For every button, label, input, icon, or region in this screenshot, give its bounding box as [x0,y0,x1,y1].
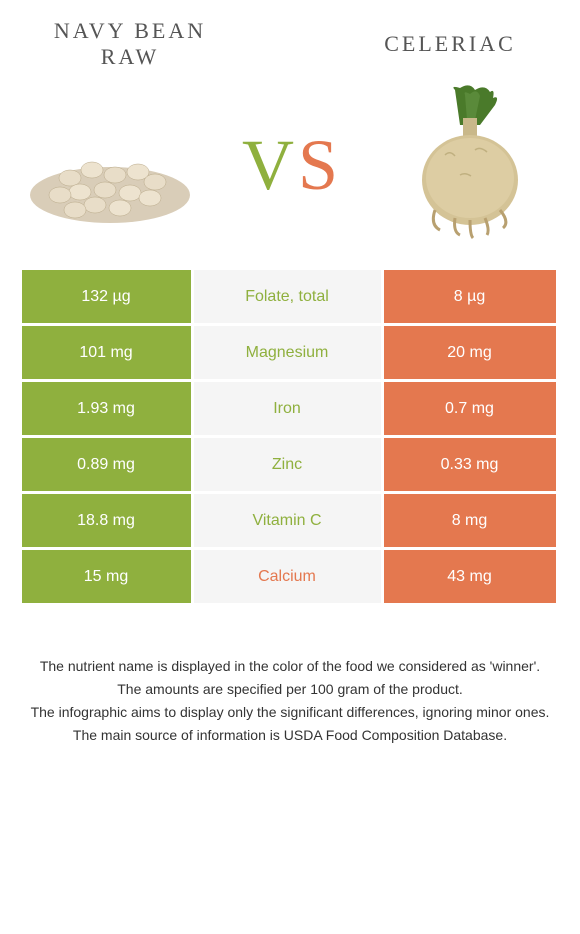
right-value: 8 µg [384,270,556,323]
left-title-line2: RAW [30,44,230,70]
left-title-line1: NAVY BEAN [30,18,230,44]
table-row: 18.8 mgVitamin C8 mg [22,494,559,550]
table-row: 15 mgCalcium43 mg [22,550,559,606]
nutrient-label: Iron [194,382,384,435]
left-food-image [20,90,200,240]
header: NAVY BEAN RAW CELERIAC [0,0,580,80]
left-value: 101 mg [22,326,194,379]
footer-notes: The nutrient name is displayed in the co… [0,606,580,746]
right-value: 0.33 mg [384,438,556,491]
left-food-title: NAVY BEAN RAW [30,18,230,70]
right-value: 0.7 mg [384,382,556,435]
footer-line: The main source of information is USDA F… [18,725,562,746]
nutrient-table: 132 µgFolate, total8 µg101 mgMagnesium20… [22,270,559,606]
table-row: 0.89 mgZinc0.33 mg [22,438,559,494]
nutrient-label: Vitamin C [194,494,384,547]
left-value: 132 µg [22,270,194,323]
right-value: 43 mg [384,550,556,603]
right-value: 8 mg [384,494,556,547]
right-food-title: CELERIAC [350,31,550,57]
vs-label: VS [242,124,338,207]
nutrient-label: Folate, total [194,270,384,323]
table-row: 101 mgMagnesium20 mg [22,326,559,382]
nutrient-label: Calcium [194,550,384,603]
table-row: 1.93 mgIron0.7 mg [22,382,559,438]
vs-v: V [242,124,294,207]
vs-s: S [298,124,338,207]
left-value: 15 mg [22,550,194,603]
right-food-image [380,90,560,240]
nutrient-label: Magnesium [194,326,384,379]
left-value: 0.89 mg [22,438,194,491]
footer-line: The nutrient name is displayed in the co… [18,656,562,677]
footer-line: The amounts are specified per 100 gram o… [18,679,562,700]
left-value: 1.93 mg [22,382,194,435]
images-row: VS [0,80,580,270]
nutrient-label: Zinc [194,438,384,491]
footer-line: The infographic aims to display only the… [18,702,562,723]
left-value: 18.8 mg [22,494,194,547]
table-row: 132 µgFolate, total8 µg [22,270,559,326]
right-value: 20 mg [384,326,556,379]
